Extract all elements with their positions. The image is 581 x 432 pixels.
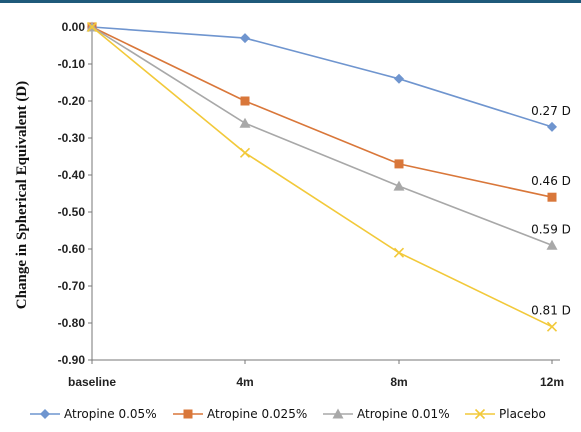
y-axis-label: Change in Spherical Equivalent (D) (14, 81, 30, 309)
legend-marker (474, 408, 486, 420)
end-value-label: 0.81 D (531, 304, 571, 318)
legend-item: Atropine 0.05% (30, 407, 157, 421)
end-value-label: 0.46 D (531, 174, 571, 188)
legend-label: Atropine 0.025% (207, 407, 307, 421)
y-tick-label: -0.80 (58, 316, 86, 330)
chart-legend: Atropine 0.05% Atropine 0.025% Atropine 0.… (30, 407, 546, 421)
data-point (393, 247, 405, 258)
legend-label: Atropine 0.01% (357, 407, 450, 421)
data-point (240, 33, 250, 44)
end-value-label: 0.59 D (531, 222, 571, 236)
chart-series (86, 21, 558, 332)
x-tick-label: 12m (540, 375, 564, 389)
y-tick-label: -0.50 (58, 205, 86, 219)
y-tick-label: -0.90 (58, 353, 86, 367)
data-point (546, 321, 558, 332)
legend-marker (183, 409, 193, 419)
x-tick-label: 4m (236, 375, 253, 389)
chart-data-labels: 0.27 D 0.46 D 0.59 D 0.81 D (531, 104, 571, 318)
y-tick-label: -0.40 (58, 168, 86, 182)
y-tick-label: -0.70 (58, 279, 86, 293)
data-point (547, 192, 557, 202)
data-point (239, 117, 251, 128)
data-point (86, 21, 98, 33)
y-tick-label: -0.10 (58, 57, 86, 71)
legend-label: Atropine 0.05% (64, 407, 157, 421)
y-tick-label: 0.00 (62, 20, 86, 34)
data-point (394, 159, 404, 169)
data-point (393, 180, 405, 191)
legend-label: Placebo (499, 407, 546, 421)
series-line (91, 26, 553, 128)
legend-item: Placebo (465, 407, 546, 421)
data-point (240, 96, 250, 106)
data-point (394, 73, 404, 84)
y-tick-label: -0.20 (58, 94, 86, 108)
y-tick-label: -0.30 (58, 131, 86, 145)
data-point (239, 147, 251, 158)
x-tick-label: baseline (68, 375, 116, 389)
top-accent-bar (0, 0, 581, 3)
data-point (546, 239, 558, 250)
legend-item: Atropine 0.01% (323, 407, 450, 421)
legend-marker (332, 408, 344, 419)
y-tick-label: -0.60 (58, 242, 86, 256)
x-tick-label: 8m (390, 375, 407, 389)
data-point (547, 121, 557, 132)
legend-item: Atropine 0.025% (173, 407, 307, 421)
series-line (91, 26, 553, 247)
end-value-label: 0.27 D (531, 104, 571, 118)
series-line (91, 26, 553, 328)
chart-axes: 0.00 -0.10 -0.20 -0.30 -0.40 -0.50 -0.60 -0.70 -… (58, 20, 564, 389)
series-line (91, 26, 553, 198)
legend-marker (40, 409, 50, 419)
